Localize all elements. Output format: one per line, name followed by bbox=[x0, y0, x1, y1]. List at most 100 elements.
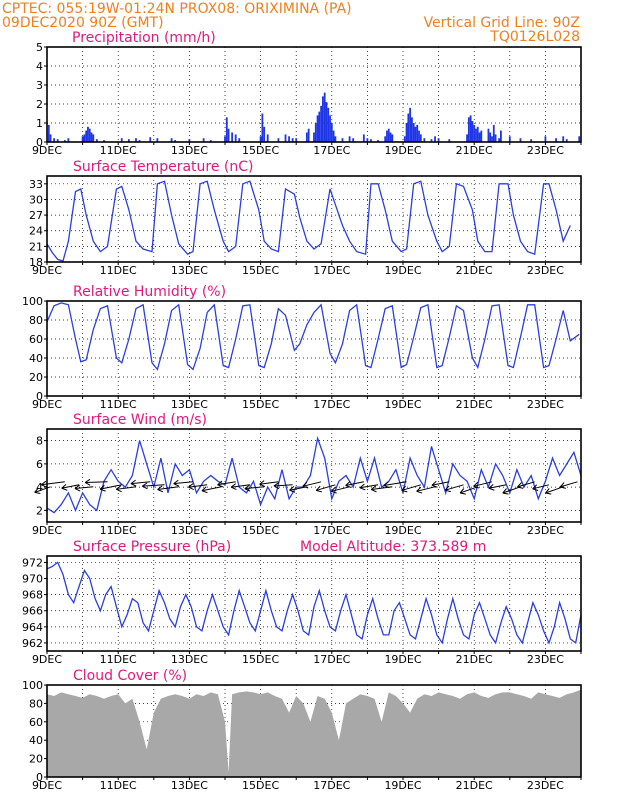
y-tick-label: 5 bbox=[36, 41, 43, 54]
x-tick-label: 11DEC bbox=[100, 779, 137, 792]
precip-bar bbox=[149, 137, 152, 142]
x-tick-label: 13DEC bbox=[171, 144, 208, 157]
series-line bbox=[46, 180, 571, 262]
y-tick-label: 0 bbox=[36, 771, 43, 784]
precip-bar bbox=[231, 132, 234, 142]
precip-bar bbox=[92, 134, 95, 142]
precip-bar bbox=[437, 138, 440, 142]
precip-bar bbox=[476, 126, 479, 142]
precip-bar bbox=[480, 130, 483, 142]
wind-arrow bbox=[316, 484, 336, 491]
wind-arrow-head bbox=[173, 479, 180, 487]
series-line bbox=[46, 561, 582, 645]
y-tick-label: 1 bbox=[36, 117, 43, 130]
x-tick-label: 17DEC bbox=[313, 264, 350, 277]
panel-frame bbox=[46, 300, 582, 397]
precip-bar bbox=[434, 136, 436, 142]
x-tick-label: 17DEC bbox=[313, 779, 350, 792]
y-tick-label: 0 bbox=[36, 136, 43, 149]
series-line bbox=[46, 302, 580, 371]
wind-arrow-head bbox=[273, 482, 280, 490]
precip-bar bbox=[47, 124, 50, 142]
precip-bar bbox=[263, 126, 266, 142]
precip-bar bbox=[362, 134, 365, 142]
precip-bar bbox=[475, 128, 477, 142]
precip-bar bbox=[519, 138, 522, 142]
wind-arrow-head bbox=[259, 480, 266, 487]
precip-bar bbox=[320, 105, 323, 142]
precip-bar bbox=[135, 138, 137, 142]
precip-bar bbox=[348, 136, 351, 142]
wind-arrow bbox=[416, 486, 436, 492]
precip-bar bbox=[67, 138, 70, 142]
wind-arrow bbox=[459, 486, 478, 494]
precip-bar bbox=[330, 123, 333, 142]
precip-bar bbox=[412, 123, 415, 142]
wind-arrow-head bbox=[289, 485, 296, 493]
wind-arrow-head bbox=[517, 482, 524, 489]
precip-bar bbox=[411, 117, 413, 142]
precip-bar bbox=[578, 136, 581, 142]
wind-arrow bbox=[444, 484, 464, 491]
precip-bar bbox=[377, 140, 379, 142]
precip-bar bbox=[416, 124, 419, 142]
wind-arrow bbox=[517, 481, 535, 488]
wind-arrow-head bbox=[401, 485, 408, 493]
header-location: CPTEC: 055:19W-01:24N PROX08: ORIXIMINA … bbox=[2, 1, 352, 17]
precip-bar bbox=[419, 134, 422, 142]
y-tick-label: 100 bbox=[22, 679, 43, 692]
y-tick-label: 30 bbox=[29, 193, 43, 206]
wind-arrow bbox=[473, 481, 493, 487]
wind-arrow bbox=[41, 481, 65, 486]
x-tick-label: 9DEC bbox=[32, 144, 62, 157]
wind-arrow bbox=[188, 484, 208, 488]
wind-arrow bbox=[331, 486, 350, 492]
wind-arrow-head bbox=[431, 480, 438, 488]
wind-arrow bbox=[217, 481, 236, 486]
x-tick-label: 23DEC bbox=[527, 398, 564, 411]
wind-arrow bbox=[85, 481, 108, 483]
precip-bar bbox=[384, 136, 387, 142]
precip-bar bbox=[370, 139, 372, 142]
wind-arrow-head bbox=[115, 485, 122, 493]
y-tick-label: 21 bbox=[29, 240, 43, 253]
x-tick-label: 9DEC bbox=[32, 524, 62, 537]
header-date: 09DEC2020 90Z (GMT) bbox=[2, 15, 164, 31]
x-tick-label: 9DEC bbox=[32, 653, 62, 666]
wind-arrow bbox=[173, 481, 194, 485]
x-tick-label: 13DEC bbox=[171, 264, 208, 277]
x-tick-label: 11DEC bbox=[100, 653, 137, 666]
y-tick-label: 60 bbox=[29, 333, 43, 346]
wind-arrow-head bbox=[61, 483, 68, 491]
precip-bar bbox=[307, 128, 310, 142]
precip-bar bbox=[430, 139, 433, 142]
wind-arrow-head bbox=[40, 480, 47, 488]
panel-title: Surface Temperature (nC) bbox=[73, 159, 254, 175]
panel-frame bbox=[46, 46, 582, 143]
wind-arrow-head bbox=[532, 484, 539, 492]
precip-bar bbox=[409, 107, 412, 142]
x-tick-label: 21DEC bbox=[456, 653, 493, 666]
x-tick-label: 13DEC bbox=[171, 524, 208, 537]
precip-bar bbox=[95, 139, 98, 142]
wind-arrow bbox=[488, 484, 507, 489]
panel-title: Surface Wind (m/s) bbox=[73, 412, 207, 428]
precip-bar bbox=[127, 139, 130, 142]
y-tick-label: 966 bbox=[22, 605, 43, 618]
panel-title: Cloud Cover (%) bbox=[73, 668, 187, 684]
precip-bar bbox=[224, 136, 226, 142]
wind-arrow bbox=[431, 481, 450, 486]
wind-arrow-head bbox=[359, 483, 366, 491]
y-tick-label: 40 bbox=[29, 734, 43, 747]
wind-arrow-head bbox=[244, 484, 251, 492]
wind-arrow bbox=[401, 484, 421, 491]
wind-arrow-head bbox=[559, 482, 566, 489]
precip-bar bbox=[88, 128, 91, 142]
x-tick-label: 15DEC bbox=[242, 398, 279, 411]
y-tick-label: 80 bbox=[29, 697, 43, 710]
precip-bar bbox=[491, 136, 493, 142]
x-tick-label: 9DEC bbox=[32, 398, 62, 411]
precip-bar bbox=[261, 113, 264, 142]
precip-bar bbox=[305, 132, 308, 142]
x-tick-label: 9DEC bbox=[32, 264, 62, 277]
